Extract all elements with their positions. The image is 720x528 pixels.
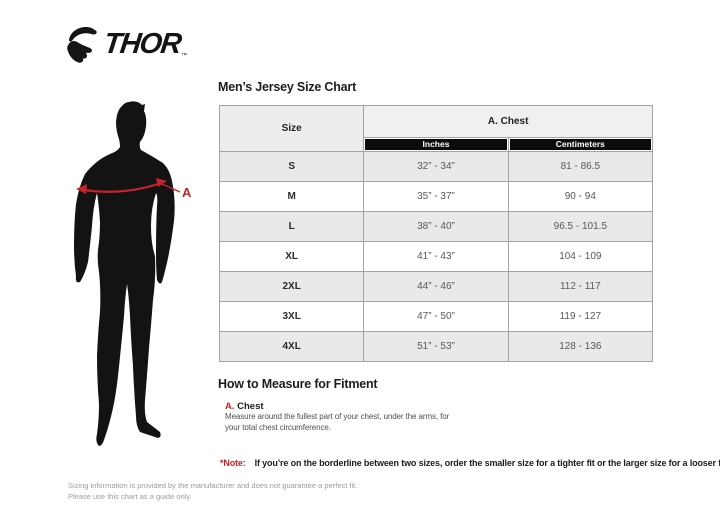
centimeters-cell: 112 - 117 xyxy=(507,271,654,302)
brand-wordmark: THOR xyxy=(102,28,183,60)
size-cell: XL xyxy=(218,241,365,272)
table-row: S 32” - 34” 81 - 86.5 xyxy=(218,151,654,182)
centimeters-cell: 119 - 127 xyxy=(507,301,654,332)
body-silhouette-shape xyxy=(74,101,175,446)
disclaimer-line-2: Please use this chart as a guide only. xyxy=(68,492,192,502)
column-header-centimeters: Centimeters xyxy=(507,137,654,152)
ram-head-icon xyxy=(67,26,97,63)
size-cell: 2XL xyxy=(218,271,365,302)
trademark-symbol: ™ xyxy=(181,53,188,59)
table-row: 4XL 51” - 53” 128 - 136 xyxy=(218,331,654,362)
table-row: L 38” - 40” 96.5 - 101.5 xyxy=(218,211,654,242)
table-row: 2XL 44” - 46” 112 - 117 xyxy=(218,271,654,302)
how-to-measure-title: How to Measure for Fitment xyxy=(218,377,378,391)
column-header-chest: A. Chest xyxy=(363,105,653,138)
note-label: *Note: xyxy=(220,458,246,468)
table-header-row: Size A. Chest xyxy=(218,105,653,152)
size-cell: 4XL xyxy=(218,331,365,362)
chest-measure-label: A xyxy=(182,185,192,200)
measurement-key-letter: A. xyxy=(225,401,235,412)
disclaimer-line-1: Sizing information is provided by the ma… xyxy=(68,481,358,490)
inches-cell: 51” - 53” xyxy=(363,331,509,362)
table-subheader-row: Inches Centimeters xyxy=(220,137,654,152)
size-cell: L xyxy=(218,211,365,242)
centimeters-cell: 128 - 136 xyxy=(507,331,654,362)
inches-cell: 41” - 43” xyxy=(363,241,509,272)
table-row: M 35” - 37” 90 - 94 xyxy=(218,181,654,212)
table-row: XL 41” - 43” 104 - 109 xyxy=(218,241,654,272)
measurement-key-heading: A. Chest xyxy=(225,401,264,412)
centimeters-cell: 104 - 109 xyxy=(507,241,654,272)
size-chart-title: Men’s Jersey Size Chart xyxy=(218,80,357,94)
sizing-note: *Note: If you’re on the borderline betwee… xyxy=(220,458,720,468)
brand-logo: THOR ™ xyxy=(63,25,187,64)
column-header-size: Size xyxy=(218,105,365,152)
inches-cell: 47” - 50” xyxy=(363,301,509,332)
column-header-inches: Inches xyxy=(363,137,509,152)
note-text: If you’re on the borderline between two … xyxy=(254,458,720,468)
measurement-description: Measure around the fullest part of your … xyxy=(225,412,450,432)
centimeters-cell: 96.5 - 101.5 xyxy=(507,211,654,242)
measurement-key-name: Chest xyxy=(237,401,264,412)
inches-cell: 35” - 37” xyxy=(363,181,509,212)
centimeters-cell: 90 - 94 xyxy=(507,181,654,212)
size-chart-table: Size A. Chest Inches Centimeters S 32” -… xyxy=(218,105,654,362)
inches-cell: 32” - 34” xyxy=(363,151,509,182)
chest-measure-arrow xyxy=(76,178,181,194)
male-body-silhouette: A xyxy=(74,101,192,446)
size-cell: M xyxy=(218,181,365,212)
inches-cell: 38” - 40” xyxy=(363,211,509,242)
table-row: 3XL 47” - 50” 119 - 127 xyxy=(218,301,654,332)
centimeters-cell: 81 - 86.5 xyxy=(507,151,654,182)
size-cell: S xyxy=(218,151,365,182)
inches-cell: 44” - 46” xyxy=(363,271,509,302)
manufacturer-disclaimer: Sizing information is provided by the ma… xyxy=(68,480,357,503)
size-cell: 3XL xyxy=(218,301,365,332)
